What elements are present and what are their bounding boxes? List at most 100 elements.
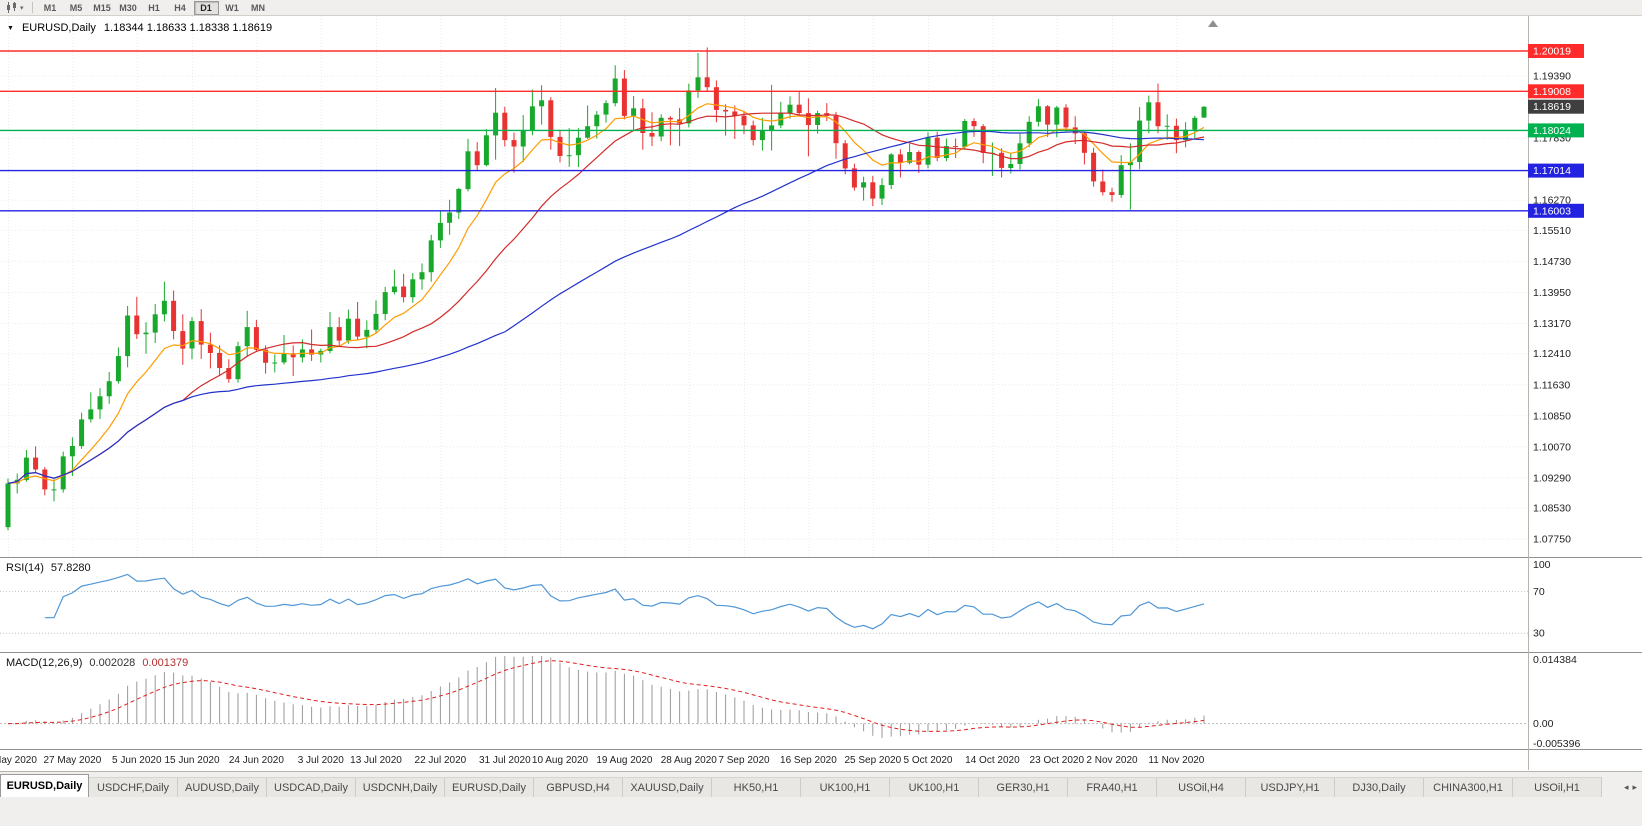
toolbar-divider (31, 2, 33, 13)
timeframe-button-mn[interactable]: MN (251, 2, 266, 13)
candle-body (373, 313, 379, 330)
price-badge-label: 1.18619 (1533, 101, 1571, 113)
price-tick-label: 1.08530 (1533, 503, 1571, 515)
chart-tab-dj30-daily[interactable]: DJ30,Daily (1335, 777, 1424, 797)
price-badge-label: 1.18024 (1533, 125, 1571, 137)
candle-body (1201, 106, 1207, 118)
candle-body (23, 457, 29, 480)
price-tick-label: 1.14730 (1533, 256, 1571, 268)
chart-tab-ger30-h1[interactable]: GER30,H1 (979, 777, 1068, 797)
candle-body (907, 152, 913, 163)
chart-tab-usdchf-daily[interactable]: USDCHF,Daily (89, 777, 178, 797)
candle-body (879, 185, 885, 199)
candle-body (704, 77, 710, 88)
candle-body (207, 344, 213, 353)
candle-body (713, 87, 719, 110)
candle-body (493, 112, 499, 136)
candle-body (428, 240, 434, 273)
timeframe-button-h1[interactable]: H1 (148, 2, 160, 13)
candle-body (750, 125, 756, 141)
candle-body (51, 489, 57, 491)
candlestick-icon (7, 2, 16, 13)
price-tick-label: 1.07750 (1533, 534, 1571, 546)
chart-tab-fra40-h1[interactable]: FRA40,H1 (1068, 777, 1157, 797)
price-axis[interactable] (1528, 16, 1642, 754)
candle-body (382, 292, 388, 314)
candle-body (1164, 125, 1170, 127)
timeframe-group: M1 M5 M15 M30 H1 H4 D1 W1 MN (38, 0, 271, 15)
date-label: 14 Oct 2020 (965, 755, 1020, 766)
candle-body (419, 272, 425, 280)
candle-body (327, 327, 333, 351)
macd-panel-label: MACD(12,26,9) 0.002028 0.001379 (6, 657, 188, 669)
candle-body (115, 356, 121, 382)
candle-body (1192, 117, 1198, 130)
chart-tab-xauusd-daily[interactable]: XAUUSD,Daily (623, 777, 712, 797)
chart-tab-uk100-h1[interactable]: UK100,H1 (890, 777, 979, 797)
date-label: 18 May 2020 (0, 755, 37, 766)
chart-tab-usoil-h4[interactable]: USOil,H4 (1157, 777, 1246, 797)
timeframe-button-m1[interactable]: M1 (43, 2, 57, 13)
chart-tab-eurusd-daily[interactable]: EURUSD,Daily (445, 777, 534, 797)
candle-body (1146, 102, 1152, 121)
rsi-axis-label: 70 (1533, 586, 1545, 598)
candle-body (1045, 106, 1051, 125)
chart-tab-hk50-h1[interactable]: HK50,H1 (712, 777, 801, 797)
candle-body (1100, 181, 1106, 193)
timeframe-button-m15[interactable]: M15 (93, 2, 111, 13)
candle-body (1008, 164, 1014, 168)
date-label: 27 May 2020 (43, 755, 101, 766)
candle-body (447, 212, 453, 223)
chart-symbol-label: EURUSD,Daily (21, 22, 96, 34)
timeframe-button-w1[interactable]: W1 (225, 2, 239, 13)
macd-value-main: 0.002028 (89, 657, 136, 669)
chart-tab-usdjpy-h1[interactable]: USDJPY,H1 (1246, 777, 1335, 797)
candle-body (391, 286, 397, 293)
tab-scroll-left-icon[interactable]: ◂ (1623, 781, 1629, 792)
candle-body (833, 115, 839, 144)
candle-body (511, 140, 517, 147)
candle-body (888, 154, 894, 185)
chart-tab-audusd-daily[interactable]: AUDUSD,Daily (178, 777, 267, 797)
time-axis[interactable] (0, 751, 1528, 771)
date-label: 16 Sep 2020 (780, 755, 837, 766)
price-tick-label: 1.19390 (1533, 71, 1571, 83)
chart-tab-eurusd-daily[interactable]: EURUSD,Daily (0, 774, 89, 797)
macd-signal-line (8, 660, 1205, 732)
timeframe-button-d1[interactable]: D1 (193, 0, 219, 15)
chart-tab-china300-h1[interactable]: CHINA300,H1 (1424, 777, 1513, 797)
candle-body (1155, 102, 1161, 127)
chart-tab-gbpusd-h4[interactable]: GBPUSD,H4 (534, 777, 623, 797)
chart-shift-marker[interactable] (1208, 20, 1218, 27)
candle-body (980, 126, 986, 153)
candle-body (437, 222, 443, 241)
chart-tab-uk100-h1[interactable]: UK100,H1 (801, 777, 890, 797)
chart-tab-usdcad-daily[interactable]: USDCAD,Daily (267, 777, 356, 797)
timeframe-button-m30[interactable]: M30 (119, 2, 137, 13)
candle-body (1017, 143, 1023, 164)
candle-body (1183, 129, 1189, 141)
candle-body (355, 318, 361, 337)
tab-scroll-right-icon[interactable]: ▸ (1632, 781, 1637, 792)
candle-body (1063, 107, 1069, 128)
chart-tool-button[interactable]: ▾ (3, 1, 27, 15)
chart-menu-icon[interactable]: ▼ (7, 24, 14, 32)
date-label: 24 Jun 2020 (229, 755, 284, 766)
date-label: 22 Jul 2020 (415, 755, 467, 766)
chart-tab-usdcnh-daily[interactable]: USDCNH,Daily (356, 777, 445, 797)
moving-averages (7, 103, 1205, 484)
price-badge-label: 1.17014 (1533, 165, 1571, 177)
candle-body (999, 152, 1005, 168)
price-badge (1528, 44, 1584, 58)
candle-body (1081, 133, 1087, 153)
chart-tab-usoil-h1[interactable]: USOil,H1 (1513, 777, 1602, 797)
candle-body (336, 327, 342, 341)
timeframe-button-m5[interactable]: M5 (69, 2, 83, 13)
candle-body (943, 146, 949, 158)
price-tick-label: 1.11630 (1533, 379, 1570, 391)
candle-body (953, 146, 959, 148)
candlesticks (5, 47, 1207, 531)
timeframe-button-h4[interactable]: H4 (174, 2, 186, 13)
candle-body (759, 130, 765, 141)
